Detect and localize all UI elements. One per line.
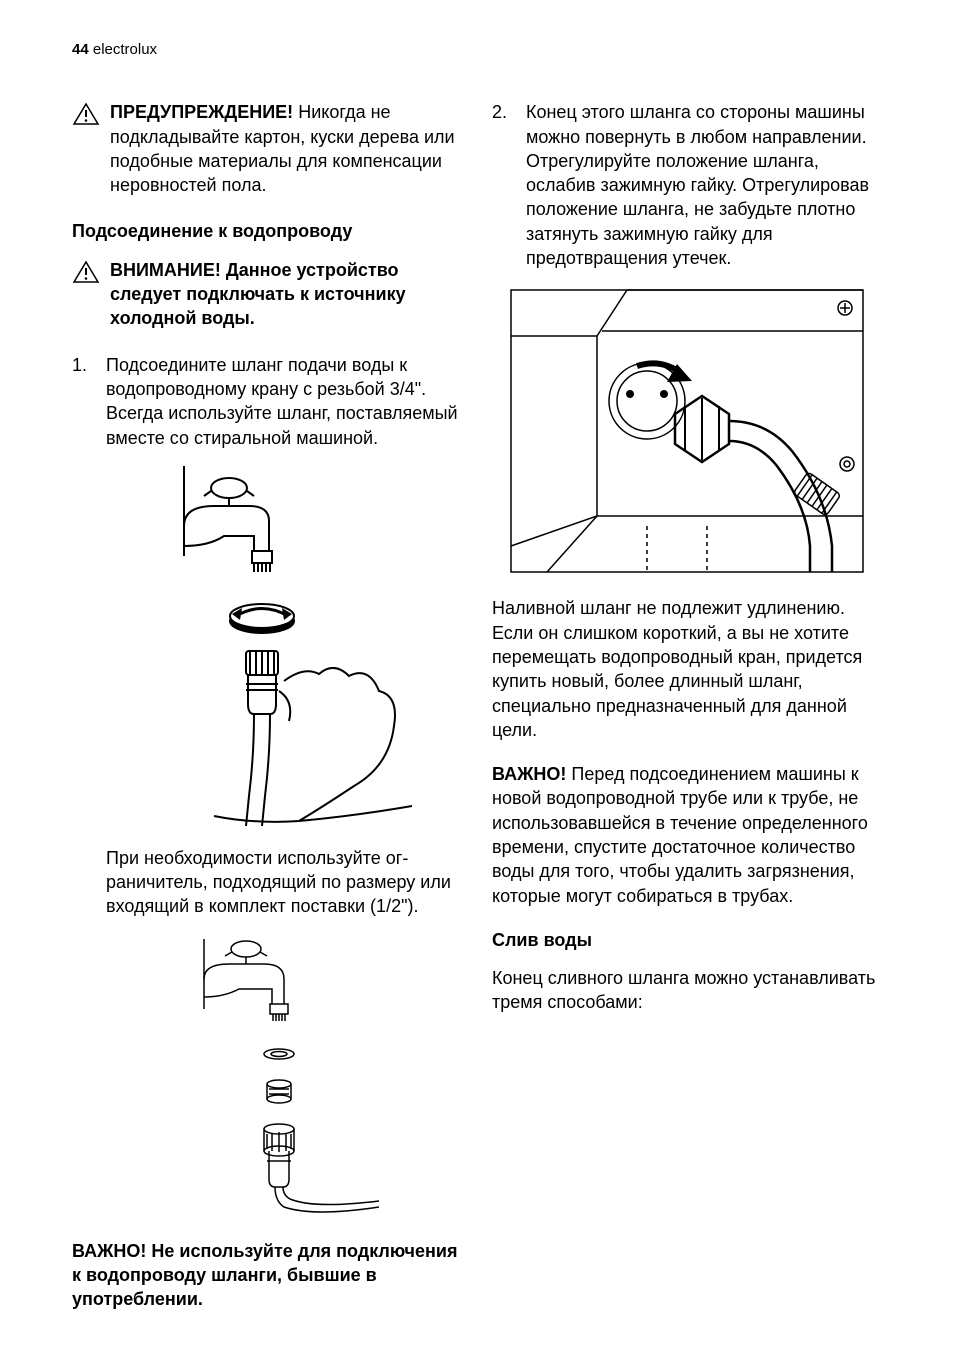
figure-tap-reducer: [72, 939, 462, 1219]
warning-label: ПРЕДУПРЕЖДЕНИЕ!: [110, 102, 293, 122]
warning-block: ПРЕДУПРЕЖДЕНИЕ! Никогда не подкладывайте…: [72, 100, 462, 197]
step-number: 1.: [72, 353, 96, 450]
warning-triangle-icon: [72, 102, 100, 126]
inlet-hose-para: Наливной шланг не подлежит удлине­нию. Е…: [492, 596, 882, 742]
page-header: 44 electrolux: [72, 40, 882, 60]
step-1: 1. Подсоедините шланг подачи воды к водо…: [72, 353, 462, 450]
important-body: Перед подсоединением машины к новой водо…: [492, 764, 868, 905]
section-heading-water-connection: Подсоединение к водопроводу: [72, 219, 462, 243]
attention-label: ВНИМАНИЕ!: [110, 260, 221, 280]
content-columns: ПРЕДУПРЕЖДЕНИЕ! Никогда не подкладывайте…: [72, 100, 882, 1331]
attention-text: ВНИМАНИЕ! Данное устройство следует подк…: [110, 258, 462, 331]
step-text: Подсоедините шланг подачи воды к водопро…: [106, 353, 462, 450]
step-text: Конец этого шланга со стороны ма­шины мо…: [526, 100, 882, 270]
tap-reducer-diagram-icon: [184, 939, 384, 1219]
right-column: 2. Конец этого шланга со стороны ма­шины…: [492, 100, 882, 1331]
left-column: ПРЕДУПРЕЖДЕНИЕ! Никогда не подкладывайте…: [72, 100, 462, 1331]
step-2: 2. Конец этого шланга со стороны ма­шины…: [492, 100, 882, 270]
machine-inlet-diagram-icon: [507, 286, 867, 576]
page-number: 44: [72, 41, 89, 58]
figure-machine-inlet: [492, 286, 882, 576]
drain-para: Конец сливного шланга можно устанав­лива…: [492, 966, 882, 1015]
warning-triangle-icon: [72, 260, 100, 284]
step1-note: При необходимости используйте ог­раничит…: [72, 846, 462, 919]
figure-tap-hose: [72, 466, 462, 826]
important-label: ВАЖНО!: [72, 1241, 146, 1261]
important-label: ВАЖНО!: [492, 764, 566, 784]
tap-hose-diagram-icon: [154, 466, 414, 826]
important-block: ВАЖНО! Не используйте для подключения к …: [72, 1239, 462, 1312]
step-number: 2.: [492, 100, 516, 270]
brand-text: electrolux: [93, 41, 157, 58]
warning-text: ПРЕДУПРЕЖДЕНИЕ! Никогда не подкладывайте…: [110, 100, 462, 197]
attention-block: ВНИМАНИЕ! Данное устройство следует подк…: [72, 258, 462, 331]
important-block-2: ВАЖНО! Перед подсоединением машины к нов…: [492, 762, 882, 908]
section-heading-drain: Слив воды: [492, 928, 882, 952]
